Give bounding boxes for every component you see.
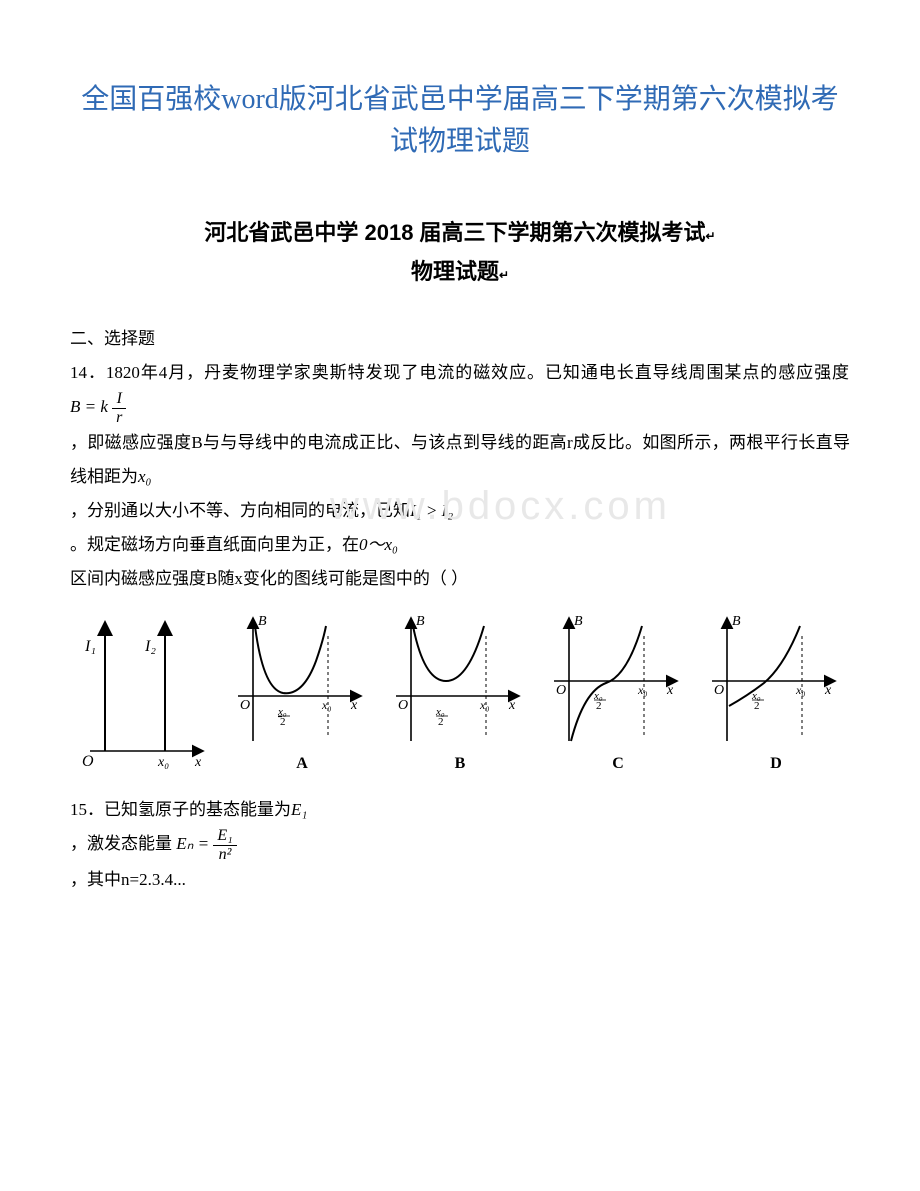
svg-text:O: O [240,698,250,713]
diagram-option-c: B O x₀ 2 x₀ x C [544,611,692,773]
diagram-option-d: B O x₀ 2 x₀ x D [702,611,850,773]
svg-text:x₀: x₀ [795,683,806,697]
svg-text:2: 2 [754,700,760,712]
svg-text:I₁: I₁ [84,638,96,655]
svg-text:x: x [824,683,832,698]
svg-text:I₂: I₂ [144,638,156,655]
svg-text:O: O [556,683,566,698]
document-title: 全国百强校word版河北省武邑中学届高三下学期第六次模拟考试物理试题 [70,79,850,163]
svg-text:B: B [574,614,583,629]
e1-symbol: E₁ [291,800,307,819]
svg-text:B: B [732,614,741,629]
range-symbol: 0～x₀ [359,535,398,554]
q14-text-c: ，分别通以大小不等、方向相同的电流，已知 [70,501,410,520]
q15-line2: ，激发态能量 Eₙ = E₁n² [70,827,850,863]
diagram-row: I₁ I₂ O x₀ x B O x₀ [70,611,850,773]
q14-text-b: ，即磁感应强度B与与导线中的电流成正比、与该点到导线的距高r成反比。如图所示，两… [70,433,850,486]
svg-text:x₀: x₀ [637,683,648,697]
svg-text:O: O [714,683,724,698]
option-a-label: A [228,755,376,773]
svg-text:x₀: x₀ [479,698,490,712]
formula-En-lhs: Eₙ = [176,834,209,853]
svg-text:2: 2 [280,716,286,728]
q14-text-a: 14．1820年4月，丹麦物理学家奥斯特发现了电流的磁效应。已知通电长直导线周围… [70,363,850,382]
svg-text:x₀: x₀ [157,755,169,770]
svg-text:B: B [258,614,267,629]
svg-text:O: O [398,698,408,713]
q15-text-a: 15．已知氢原子的基态能量为 [70,800,291,819]
x0-symbol: x₀ [138,467,151,486]
formula-B-lhs: B = k [70,397,108,416]
diagram-wires: I₁ I₂ O x₀ x [70,611,218,773]
q15-text-b: ，激发态能量 [70,834,176,853]
option-b-label: B [386,755,534,773]
i-inequality: I₁ > I₂ [410,501,453,520]
svg-text:2: 2 [596,700,602,712]
q14-line4: 。规定磁场方向垂直纸面向里为正，在0～x₀ [70,528,850,562]
svg-text:x: x [350,698,358,713]
q14-text-d: 。规定磁场方向垂直纸面向里为正，在 [70,535,359,554]
formula-En: Eₙ = E₁n² [176,827,236,863]
q14-line2: ，即磁感应强度B与与导线中的电流成正比、与该点到导线的距高r成反比。如图所示，两… [70,426,850,494]
q14-line5: 区间内磁感应强度B随x变化的图线可能是图中的（ ） [70,562,850,596]
diagram-option-a: B O x₀ 2 x₀ x A [228,611,376,773]
subtitle: 河北省武邑中学 2018 届高三下学期第六次模拟考试↵ 物理试题↵ [70,213,850,292]
formula-B: B = k Ir [70,390,126,426]
option-c-label: C [544,755,692,773]
svg-text:O: O [82,753,94,770]
svg-text:x₀: x₀ [321,698,332,712]
option-d-label: D [702,755,850,773]
section-heading: 二、选择题 [70,322,850,356]
q14-line1: 14．1820年4月，丹麦物理学家奥斯特发现了电流的磁效应。已知通电长直导线周围… [70,356,850,426]
svg-text:2: 2 [438,716,444,728]
svg-text:x: x [508,698,516,713]
subtitle-line2: 物理试题 [411,259,499,284]
diagram-option-b: B O x₀ 2 x₀ x B [386,611,534,773]
q15-line3: ，其中n=2.3.4... [70,863,850,897]
subtitle-line1: 河北省武邑中学 2018 届高三下学期第六次模拟考试 [204,220,705,245]
q14-line3: ，分别通以大小不等、方向相同的电流，已知I₁ > I₂ [70,494,850,528]
q15-line1: 15．已知氢原子的基态能量为E₁ [70,793,850,827]
svg-text:B: B [416,614,425,629]
svg-text:x: x [194,755,202,770]
svg-text:x: x [666,683,674,698]
